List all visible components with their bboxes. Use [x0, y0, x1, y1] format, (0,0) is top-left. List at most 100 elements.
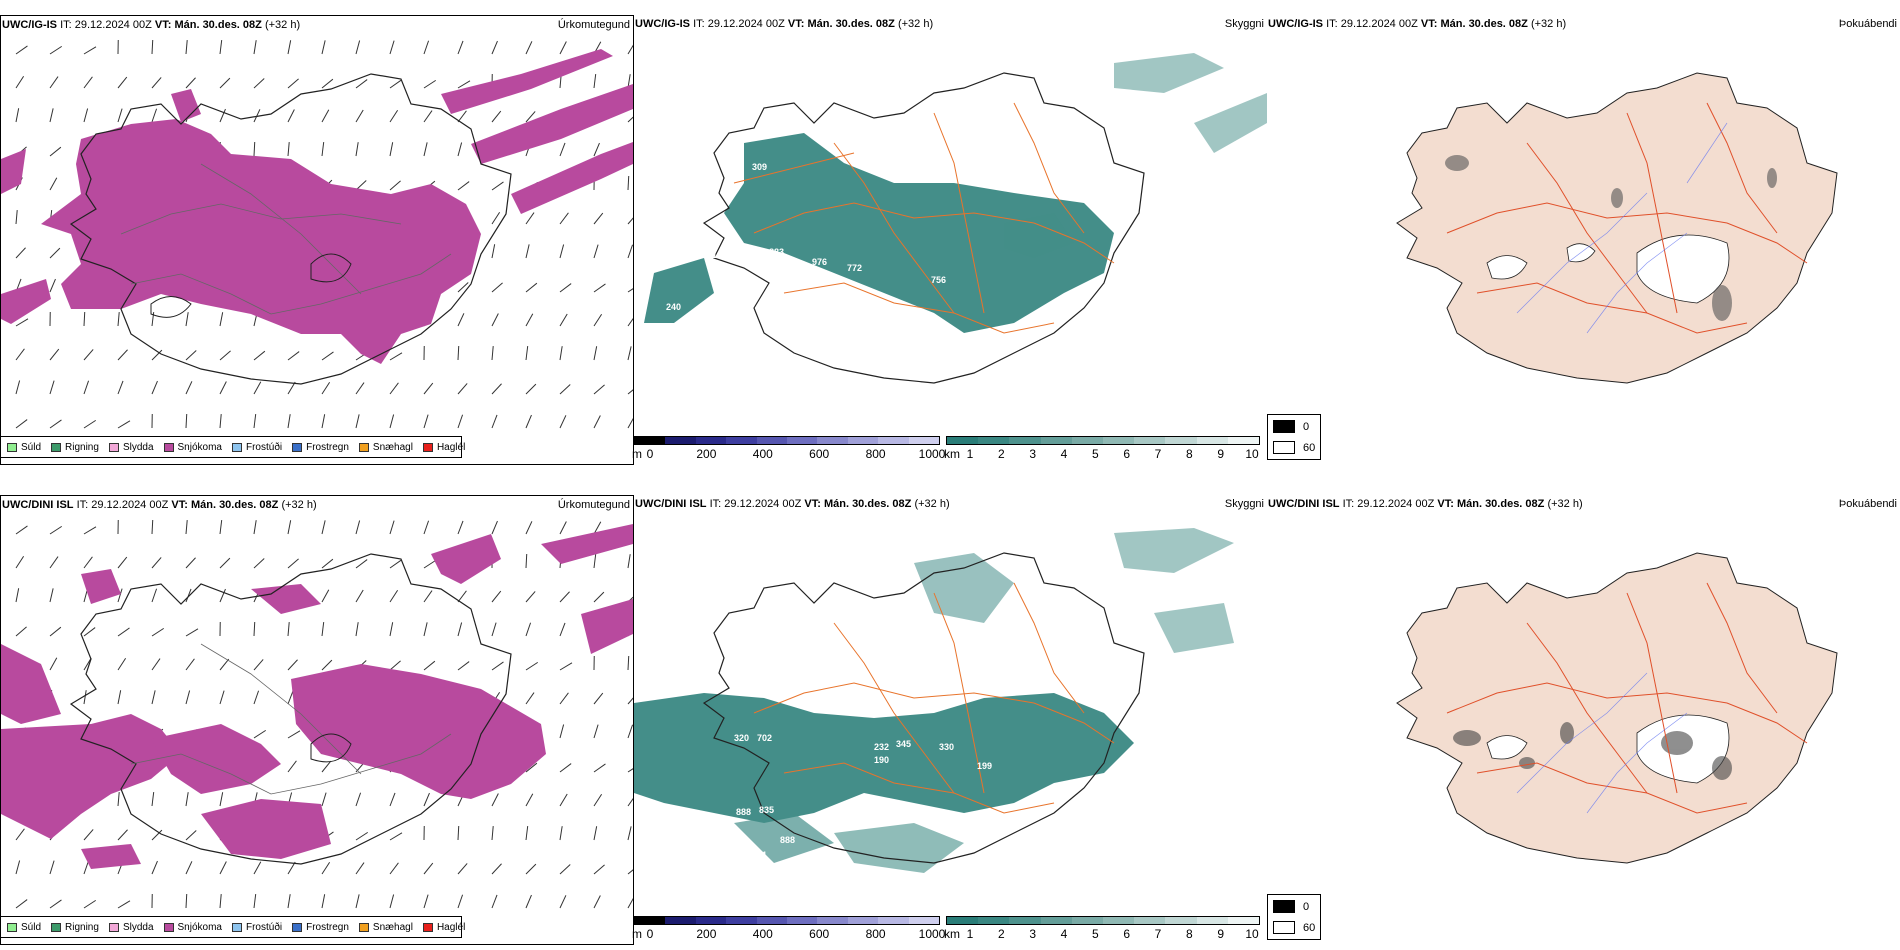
wind-barb — [355, 142, 359, 157]
wind-barb — [49, 247, 61, 259]
fog-panel-row1: UWC/IG-IS IT: 29.12.2024 00Z VT: Mán. 30… — [1267, 15, 1900, 465]
wind-barb — [457, 181, 470, 191]
wind-barb — [389, 40, 395, 55]
wind-barb — [219, 520, 223, 535]
vt-label: VT: — [154, 19, 172, 31]
wind-barb — [389, 894, 395, 909]
wind-barb — [321, 558, 334, 569]
wind-barb — [423, 142, 428, 157]
wind-barb — [593, 864, 605, 875]
colorbar-tick-label: 8 — [1185, 447, 1193, 461]
visibility-value-label: 342 — [742, 617, 757, 627]
wind-barb — [593, 692, 604, 705]
wind-barb — [15, 860, 21, 875]
wind-barb — [525, 692, 535, 705]
legend-label: Súld — [21, 441, 42, 453]
wind-barb — [185, 413, 188, 429]
visibility-value-label: 835 — [759, 805, 774, 815]
wind-barb — [117, 900, 131, 909]
colorbar-tick-label: 10 — [1245, 927, 1259, 941]
wind-barb — [287, 520, 292, 535]
wind-barb — [491, 826, 494, 841]
wind-barb — [83, 419, 97, 429]
wind-barb — [593, 521, 602, 535]
visibility-value-label: 119 — [1066, 830, 1081, 840]
wind-barb — [15, 45, 28, 55]
colorbar-tick-label: 4 — [1060, 927, 1068, 941]
wind-barb — [151, 588, 158, 603]
wind-barb — [355, 792, 362, 807]
wind-barb — [457, 825, 460, 841]
wind-barb — [15, 210, 18, 225]
fog-map — [1396, 72, 1838, 384]
legend-label: Súld — [21, 921, 42, 933]
wind-barb — [491, 110, 502, 123]
wind-barb — [287, 40, 292, 55]
panel-title: Þokuábendi — [1838, 498, 1897, 510]
visibility-colorbar-row2: km 1 2 3 4 5 6 7 8 9 10 — [944, 916, 1260, 942]
colorbar-tick-label: 9 — [1217, 927, 1224, 941]
wind-barb — [117, 627, 130, 637]
legend-label: Snjókoma — [177, 441, 222, 453]
colorbar-tick-label: 6 — [1123, 447, 1130, 461]
wind-barb — [49, 657, 58, 671]
wind-barb — [219, 381, 227, 395]
wind-barb — [253, 381, 262, 395]
wind-barb — [355, 180, 367, 191]
wind-barb — [389, 79, 402, 89]
visibility-value-label: 345 — [896, 739, 911, 749]
visibility-value-label: 791 — [752, 850, 767, 860]
wind-barb — [321, 109, 330, 123]
legend-item: Súld — [7, 922, 41, 933]
panel-title: Úrkomutegund — [557, 499, 630, 511]
wind-barb — [355, 894, 360, 909]
wind-barb — [287, 622, 290, 637]
legend-item: Snæhagl — [358, 442, 413, 453]
wind-barb — [151, 77, 162, 89]
elevation-colorbar-row2: m 0 200 400 600 800 1000 — [632, 916, 945, 942]
wind-barb — [423, 894, 429, 909]
road-network — [1446, 582, 1808, 814]
wind-barb — [457, 110, 467, 123]
wind-barb — [185, 350, 197, 361]
colorbar-tick-label: 6 — [1123, 927, 1130, 941]
wind-barb — [151, 39, 154, 55]
wind-barb — [627, 417, 633, 429]
wind-barb — [593, 313, 603, 327]
legend-label: Rigning — [65, 441, 99, 453]
lead-time: (+32 h) — [1547, 498, 1583, 510]
wind-barb — [593, 724, 599, 739]
colorbar-tick-label: 7 — [1154, 447, 1162, 461]
wind-barb — [457, 520, 464, 535]
legend-item: Rigning — [51, 442, 99, 453]
visibility-value-label: 305 — [1054, 627, 1069, 637]
wind-barb — [185, 557, 196, 569]
panel-header: UWC/IG-IS IT: 29.12.2024 00Z VT: Mán. 30… — [1267, 15, 1900, 33]
wind-barb — [321, 659, 333, 671]
vt-value: Mán. 30.des. 08Z — [807, 18, 895, 30]
wind-barb — [491, 346, 494, 361]
wind-barb — [287, 78, 299, 89]
wind-barb — [287, 730, 301, 739]
wind-barb — [423, 414, 429, 429]
wind-barb — [117, 312, 120, 327]
wind-barb — [15, 348, 25, 361]
wind-barb — [321, 760, 332, 773]
wind-barb — [491, 244, 496, 259]
visibility-value-label: 772 — [847, 263, 862, 273]
wind-barb — [49, 419, 62, 429]
wind-barb — [627, 288, 633, 293]
wind-barb — [15, 75, 25, 89]
wind-barb — [219, 658, 230, 671]
it-value: 29.12.2024 00Z — [724, 498, 802, 510]
wind-barb — [49, 348, 60, 361]
legend-swatch — [422, 922, 433, 932]
wind-barb — [355, 109, 364, 123]
wind-barb — [423, 622, 428, 637]
wind-barb — [559, 724, 565, 739]
wind-barb — [627, 826, 632, 841]
model-name: UWC/IG-IS — [635, 18, 690, 30]
wind-barb — [151, 860, 158, 875]
wind-barb — [15, 555, 25, 569]
wind-barb — [593, 895, 601, 909]
